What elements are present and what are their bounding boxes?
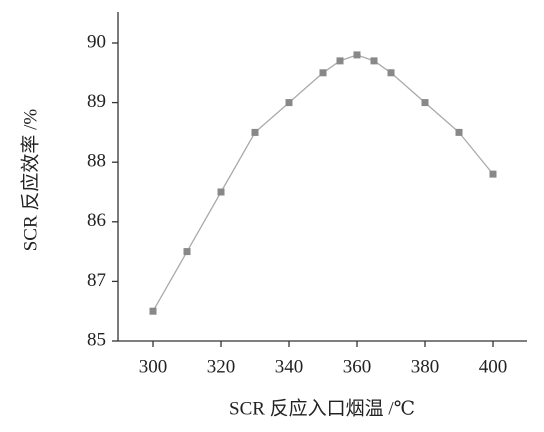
y-tick-label: 85 xyxy=(87,329,106,350)
x-tick-label: 360 xyxy=(343,356,372,377)
marker xyxy=(183,248,191,256)
marker xyxy=(217,188,225,196)
x-tick-label: 340 xyxy=(275,356,304,377)
marker xyxy=(387,69,395,77)
marker xyxy=(285,99,293,107)
y-tick-label: 88 xyxy=(87,151,106,172)
y-axis-label: SCR 反应效率 /% xyxy=(19,109,41,252)
y-tick-label: 86 xyxy=(87,210,106,231)
x-tick-label: 400 xyxy=(479,356,508,377)
marker xyxy=(251,128,259,136)
marker xyxy=(319,69,327,77)
x-tick-label: 380 xyxy=(411,356,440,377)
marker xyxy=(336,57,344,65)
x-tick-label: 300 xyxy=(139,356,168,377)
y-tick-label: 90 xyxy=(87,31,106,52)
line xyxy=(152,54,494,312)
x-tick-label: 320 xyxy=(207,356,236,377)
y-tick-label: 89 xyxy=(87,91,106,112)
marker xyxy=(455,128,463,136)
x-axis-label: SCR 反应入口烟温 /℃ xyxy=(229,397,415,419)
marker xyxy=(353,51,361,59)
marker xyxy=(489,170,497,178)
marker xyxy=(149,307,157,315)
y-tick-label: 87 xyxy=(87,270,106,291)
marker xyxy=(421,99,429,107)
marker xyxy=(370,57,378,65)
